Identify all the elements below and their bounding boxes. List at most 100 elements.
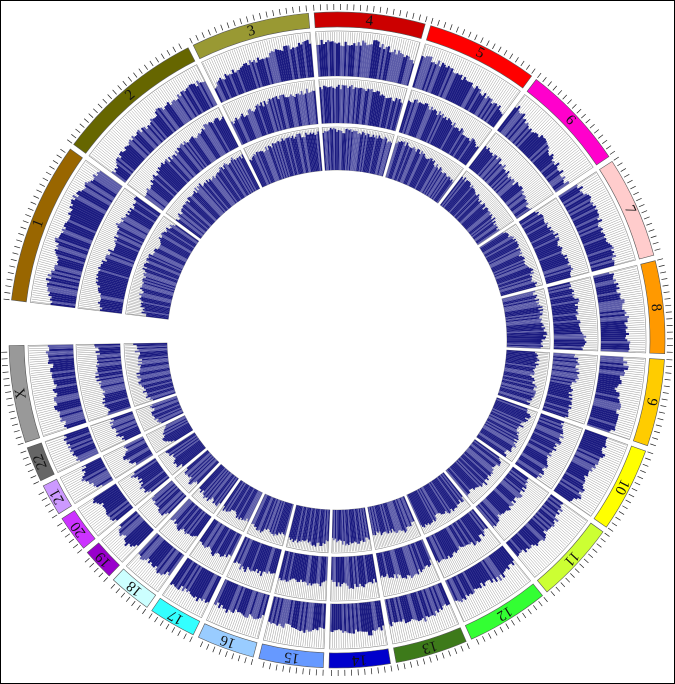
chr-label-X: X [12, 387, 30, 401]
track-1-chr-12 [444, 545, 532, 623]
track-3-chr-21 [145, 415, 194, 454]
track-2-chr-1 [77, 187, 161, 314]
track-1-chr-20 [77, 483, 134, 537]
track-3-chr-10 [476, 397, 538, 462]
track-1-chr-11 [505, 494, 589, 578]
track-2-chr-12 [425, 508, 501, 579]
track-1-chr-21 [59, 456, 114, 505]
track-3-chr-4 [321, 126, 395, 177]
track-1-chr-19 [101, 510, 155, 563]
chr-label-4: 4 [365, 13, 375, 30]
track-3-chr-2 [165, 149, 261, 240]
ideogram-chr-X [8, 345, 41, 443]
track-3-chr-5 [385, 135, 464, 204]
track-2-chr-11 [475, 466, 550, 541]
track-1-chr-X [27, 344, 87, 437]
track-2-chr-17 [189, 518, 243, 575]
track-3-chr-X [123, 342, 176, 407]
chr-label-12: 12 [494, 603, 515, 624]
track-3-chr-20 [157, 432, 207, 476]
track-2-chr-20 [117, 457, 170, 507]
track-1-chr-15 [262, 596, 327, 650]
track-1-chr-4 [315, 30, 421, 87]
track-2-chr-X [75, 343, 132, 422]
track-1-chr-1 [29, 159, 123, 309]
track-3-chr-11 [445, 439, 511, 505]
ideogram-chr-15 [258, 643, 325, 669]
ideogram-chr-11 [536, 522, 604, 593]
track-2-chr-15 [274, 550, 329, 602]
ideogram-chr-7 [599, 160, 655, 260]
ideogram-chr-22 [26, 442, 55, 482]
track-2-chr-3 [222, 79, 319, 146]
track-3-chr-17 [216, 479, 263, 532]
ideogram-chr-4 [313, 11, 426, 39]
track-2-chr-14 [330, 553, 380, 602]
ideogram-chr-17 [151, 597, 201, 636]
track-2-chr-21 [102, 436, 154, 479]
track-1-chr-2 [88, 64, 218, 184]
track-2-chr-4 [318, 78, 408, 132]
track-1-chr-22 [44, 426, 99, 473]
track-1-chr-5 [412, 43, 521, 128]
chr-label-3: 3 [246, 22, 258, 39]
track-3-chr-6 [439, 170, 515, 246]
track-2-chr-10 [514, 413, 583, 490]
track-1-chr-8 [592, 264, 647, 354]
track-3-chr-22 [135, 395, 184, 432]
track-1-chr-3 [201, 31, 315, 104]
ideogram-chr-1 [11, 148, 83, 303]
chr-label-21: 21 [47, 486, 68, 507]
data-tracks [27, 30, 647, 650]
ideogram-chr-21 [42, 478, 72, 515]
chr-label-14: 14 [351, 651, 368, 668]
track-3-chr-13 [367, 495, 422, 550]
track-2-chr-13 [375, 539, 441, 598]
track-2-chr-6 [468, 132, 554, 220]
ideogram-chr-6 [526, 79, 610, 166]
ideogram-chr-18 [112, 568, 157, 608]
track-1-chr-9 [586, 355, 646, 440]
tick-marks [1, 4, 673, 676]
ideogram-chr-5 [426, 25, 533, 89]
track-2-chr-8 [547, 276, 599, 352]
chromosome-ideogram-ring [8, 11, 666, 669]
track-3-chr-7 [479, 223, 544, 297]
track-3-chr-9 [497, 349, 550, 410]
track-3-chr-1 [125, 215, 200, 320]
ideogram-chr-13 [393, 627, 467, 663]
track-2-chr-18 [158, 498, 212, 554]
track-3-chr-15 [285, 504, 331, 554]
track-2-chr-5 [398, 89, 493, 166]
ideogram-chr-14 [328, 648, 391, 669]
chr-label-13: 13 [420, 637, 439, 657]
track-3-chr-19 [174, 449, 220, 494]
track-1-chr-14 [329, 600, 388, 650]
track-2-chr-2 [127, 107, 239, 212]
track-2-chr-9 [542, 352, 598, 425]
chr-label-16: 16 [218, 631, 238, 651]
ideogram-chr-3 [192, 12, 311, 60]
ideogram-chr-19 [86, 542, 120, 577]
chr-label-22: 22 [30, 452, 50, 472]
track-1-chr-17 [162, 557, 222, 619]
track-2-chr-7 [518, 197, 590, 285]
track-2-chr-19 [137, 480, 187, 529]
track-1-chr-10 [553, 429, 629, 517]
track-1-chr-18 [125, 532, 185, 593]
chr-label-10: 10 [611, 477, 632, 498]
chr-label-8: 8 [648, 303, 665, 312]
chr-label-9: 9 [643, 396, 660, 406]
ideogram-chr-8 [640, 260, 666, 355]
track-1-chr-16 [206, 578, 270, 640]
track-2-chr-16 [226, 536, 282, 593]
track-1-chr-13 [384, 582, 460, 645]
ideogram-chr-16 [197, 623, 258, 658]
track-1-chr-7 [557, 171, 636, 273]
track-3-chr-8 [501, 288, 551, 350]
track-3-chr-14 [331, 507, 373, 554]
ideogram-chr-9 [632, 358, 665, 447]
ideogram-chr-10 [593, 445, 646, 528]
chr-label-15: 15 [283, 648, 300, 666]
